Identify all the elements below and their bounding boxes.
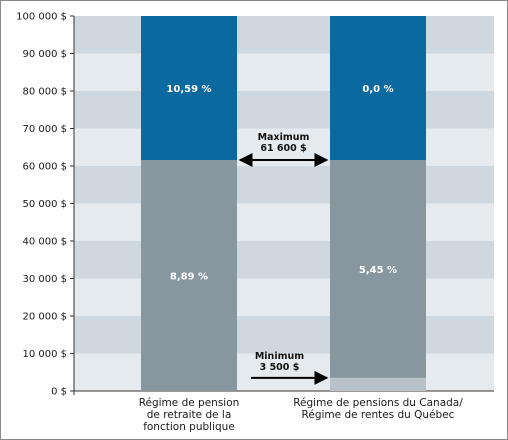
y-tick-label: 20 000 $ <box>22 312 67 323</box>
y-tick-label: 40 000 $ <box>22 237 67 248</box>
grid-band <box>74 166 494 204</box>
y-tick-label: 90 000 $ <box>22 49 67 60</box>
bar-segment-label: 5,45 % <box>359 265 397 276</box>
y-tick-label: 10 000 $ <box>22 349 67 360</box>
bar-segment <box>330 160 426 378</box>
y-tick-label: 100 000 $ <box>16 12 67 23</box>
bar-segment-label: 10,59 % <box>166 84 211 95</box>
y-tick-label: 70 000 $ <box>22 124 67 135</box>
y-tick-label: 50 000 $ <box>22 199 67 210</box>
grid-band <box>74 241 494 279</box>
grid-band <box>74 203 494 241</box>
bar-segment <box>141 160 237 391</box>
bar-segment <box>330 377 426 391</box>
bar-segment <box>330 16 426 160</box>
maximum-annotation: Maximum 61 600 $ <box>258 132 310 154</box>
minimum-annotation: Minimum 3 500 $ <box>255 351 304 373</box>
x-category-label: Régime de pensions du Canada/Régime de r… <box>293 397 463 421</box>
bar-segment-label: 0,0 % <box>362 84 393 95</box>
grid-band <box>74 53 494 91</box>
grid-band <box>74 278 494 316</box>
y-tick-label: 30 000 $ <box>22 274 67 285</box>
bar-segment-label: 8,89 % <box>170 272 208 283</box>
y-tick-label: 60 000 $ <box>22 162 67 173</box>
x-category-label: Régime de pension de retraite de la foncti… <box>139 397 240 433</box>
bar-segment <box>141 16 237 160</box>
grid-band <box>74 16 494 54</box>
grid-band <box>74 91 494 129</box>
y-tick-label: 0 $ <box>51 387 67 398</box>
grid-band <box>74 316 494 354</box>
y-tick-label: 80 000 $ <box>22 87 67 98</box>
